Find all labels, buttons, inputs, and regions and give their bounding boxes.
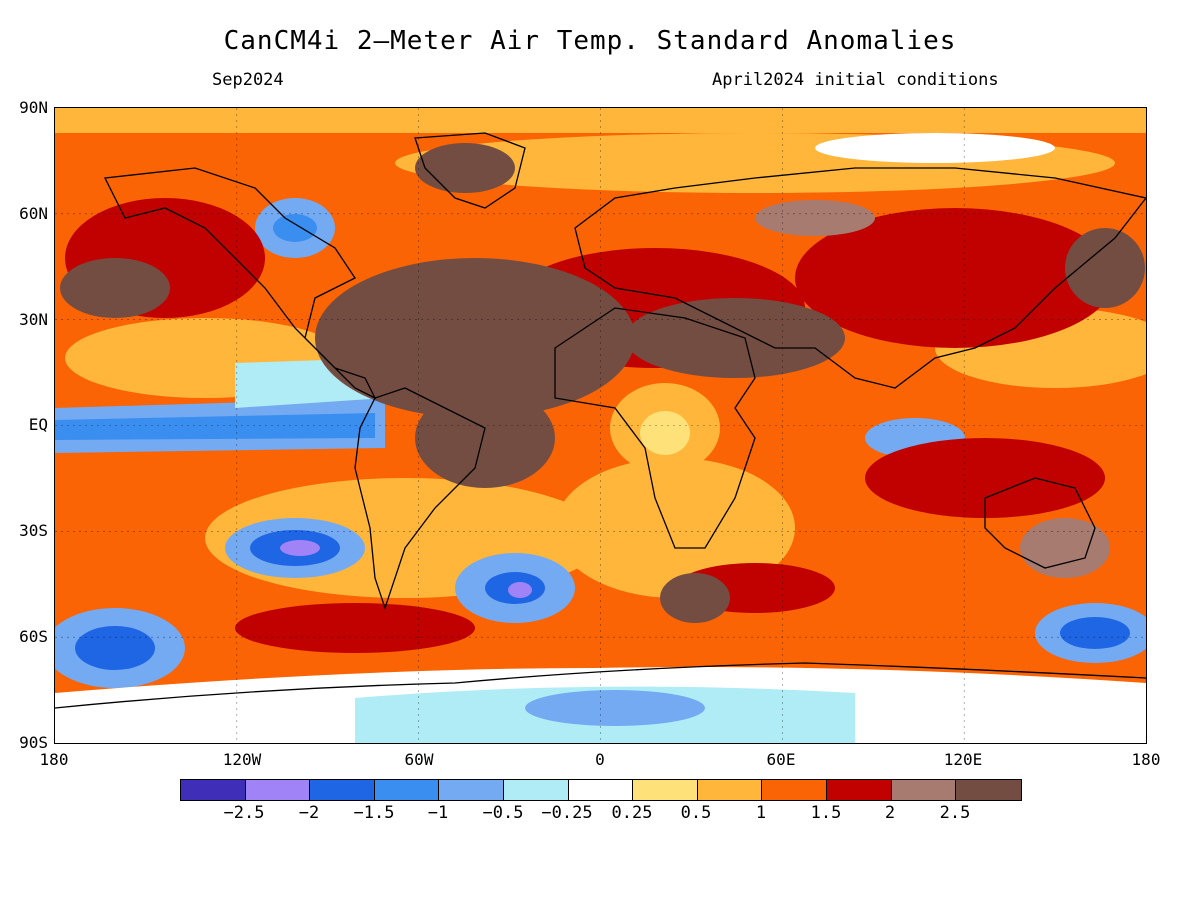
valid-month-label: Sep2024 (212, 70, 284, 90)
legend-swatch (891, 780, 957, 800)
australia-outline (984, 477, 1096, 569)
legend-label: −1 (427, 803, 449, 823)
legend-swatch (245, 780, 311, 800)
legend-label: 0.5 (680, 803, 712, 823)
legend-swatch (633, 780, 698, 800)
lat-label-eq: EQ (28, 415, 48, 434)
lat-label-90n: 90N (19, 98, 48, 117)
legend-swatch (310, 780, 375, 800)
lon-label-120w: 120W (222, 750, 262, 769)
legend-swatch (568, 780, 634, 800)
lon-label-180e: 180 (1131, 750, 1161, 769)
legend-label: 0.25 (611, 803, 653, 823)
asia-red (795, 208, 1115, 348)
lat-label-60n: 60N (19, 204, 48, 223)
legend-label: 1 (755, 803, 767, 823)
aus-tan (1020, 518, 1110, 578)
legend-swatch (181, 780, 246, 800)
lon-label-0: 0 (595, 750, 605, 769)
greenland-brown (415, 143, 515, 193)
anomaly-map (54, 107, 1147, 744)
se-cool-core (1060, 617, 1130, 649)
npac-brown (60, 258, 170, 318)
enso-core (55, 413, 375, 440)
nafr-brown (625, 298, 845, 378)
init-conditions-label: April2024 initial conditions (712, 70, 999, 90)
canada-cool-core (273, 214, 317, 242)
color-legend (180, 779, 1022, 801)
legend-swatch (439, 780, 504, 800)
legend-label: 2.5 (939, 803, 971, 823)
arctic-white (815, 133, 1055, 163)
sw-cool-core (75, 626, 155, 670)
map-title: CanCM4i 2—Meter Air Temp. Standard Anoma… (223, 26, 957, 56)
legend-swatch (826, 780, 892, 800)
legend-swatch (762, 780, 827, 800)
legend-label: −2 (298, 803, 320, 823)
legend-label: −0.25 (541, 803, 593, 823)
siberia-tan (755, 200, 875, 236)
legend-swatch (374, 780, 440, 800)
aus-red (865, 438, 1105, 518)
south-america-outline (354, 387, 486, 611)
sam-red (235, 603, 475, 653)
far-east-brown (1065, 228, 1145, 308)
antarctic-cool-core (525, 690, 705, 726)
africa-yellow (640, 411, 690, 455)
legend-label: −0.5 (482, 803, 524, 823)
lon-label-60w: 60W (404, 750, 434, 769)
satl-cold-core (508, 582, 532, 598)
sam-brown (415, 388, 555, 488)
legend-label: 1.5 (810, 803, 842, 823)
lon-label-120e: 120E (943, 750, 983, 769)
lat-label-60s: 60S (19, 627, 48, 646)
lat-label-30s: 30S (19, 521, 48, 540)
antarctica-outline (55, 662, 1146, 709)
spac-cold-core (280, 540, 320, 556)
lon-label-180w: 180 (39, 750, 69, 769)
eurasia-outline (574, 167, 1146, 389)
africa-outline (554, 307, 756, 549)
lat-label-30n: 30N (19, 310, 48, 329)
legend-swatch (956, 780, 1021, 800)
lon-label-60e: 60E (766, 750, 796, 769)
legend-label: −2.5 (223, 803, 265, 823)
legend-swatch (503, 780, 569, 800)
sind-brown (660, 573, 730, 623)
legend-label: −1.5 (353, 803, 395, 823)
indian-orange (555, 458, 795, 598)
legend-label: 2 (884, 803, 896, 823)
lat-label-90s: 90S (19, 733, 48, 752)
greenland-outline (414, 132, 526, 209)
north-america-outline (104, 167, 377, 400)
legend-swatch (697, 780, 763, 800)
